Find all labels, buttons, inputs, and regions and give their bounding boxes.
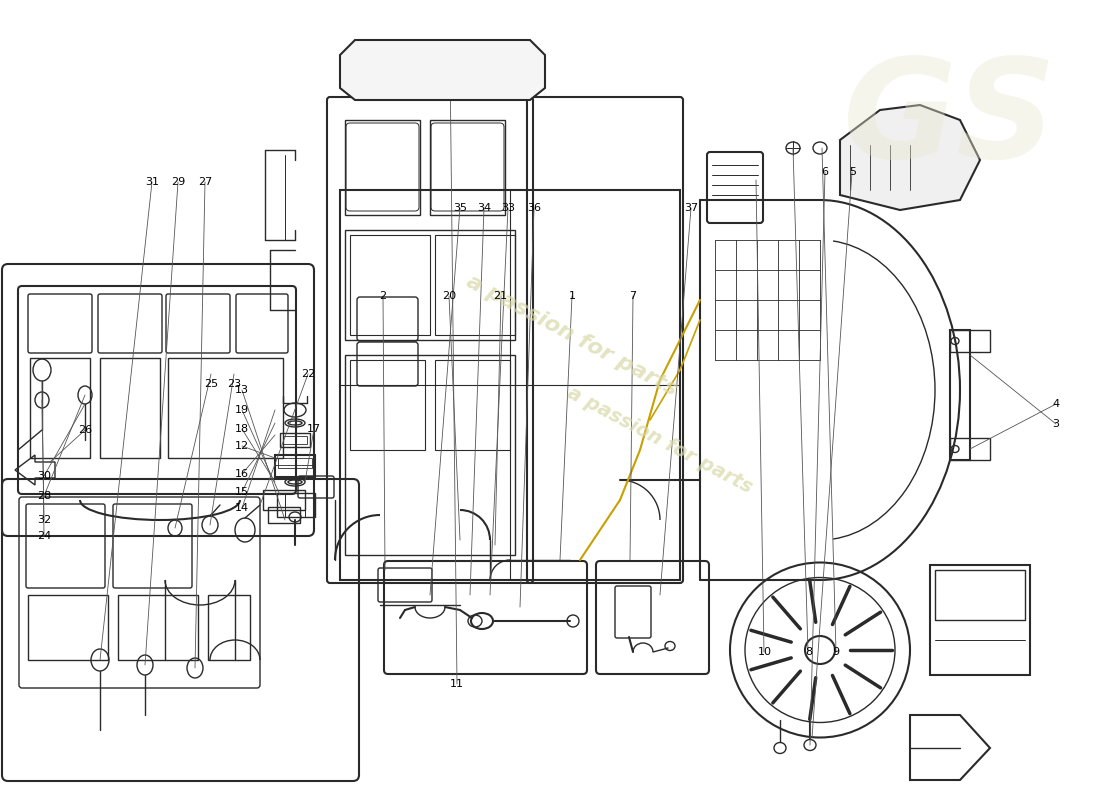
Text: 34: 34 [477,203,491,213]
Text: 4: 4 [1053,399,1059,409]
Text: GS: GS [843,53,1057,187]
Text: 35: 35 [453,203,466,213]
Bar [950,438,990,460]
Text: 36: 36 [528,203,541,213]
Bar [30,358,90,458]
Text: 6: 6 [822,167,828,177]
Text: 26: 26 [78,426,91,435]
Text: 27: 27 [199,178,212,187]
Text: 3: 3 [1053,419,1059,429]
Bar [950,330,990,352]
Text: 33: 33 [502,203,515,213]
Text: 25: 25 [205,379,218,389]
Text: 24: 24 [37,531,51,541]
Bar [283,436,307,444]
Text: 23: 23 [228,379,241,389]
Text: a passion for parts: a passion for parts [564,383,756,497]
Bar [168,358,283,458]
Text: 8: 8 [805,647,812,657]
Bar [345,230,515,340]
Text: 1: 1 [569,291,575,301]
Bar [950,330,970,460]
Text: 32: 32 [37,515,51,525]
Bar [280,433,310,447]
Text: 19: 19 [235,405,249,414]
Bar [345,355,515,555]
Bar [430,120,505,215]
Bar [278,458,312,468]
Text: 37: 37 [684,203,697,213]
Text: 15: 15 [235,487,249,497]
Bar [350,360,425,450]
Text: 21: 21 [494,291,507,301]
Polygon shape [840,105,980,210]
Text: 2: 2 [379,291,386,301]
Bar [275,455,315,477]
Text: 11: 11 [450,679,463,689]
Bar [345,120,420,215]
Bar [118,595,198,660]
Bar [434,360,510,450]
Bar [930,565,1030,675]
Bar [100,358,160,458]
Text: 28: 28 [37,491,51,501]
Text: 7: 7 [629,291,636,301]
Bar [434,235,515,335]
Bar [340,190,680,580]
Text: 17: 17 [307,424,320,434]
Text: 30: 30 [37,471,51,481]
Text: 5: 5 [849,167,856,177]
Text: 31: 31 [145,178,158,187]
Text: 20: 20 [442,291,455,301]
Text: 29: 29 [172,178,185,187]
Text: 13: 13 [235,386,249,395]
Bar [263,490,305,510]
Text: 22: 22 [301,370,315,379]
Bar [277,493,315,517]
Bar [208,595,250,660]
Text: 9: 9 [833,647,839,657]
Bar [268,507,300,523]
Text: 18: 18 [235,424,249,434]
Text: 14: 14 [235,503,249,513]
Text: 12: 12 [235,442,249,451]
Text: 16: 16 [235,470,249,479]
Bar [350,235,430,335]
Text: a passion for parts: a passion for parts [463,272,681,400]
Bar [28,595,108,660]
Bar [935,570,1025,620]
Polygon shape [340,40,544,100]
Text: 10: 10 [758,647,771,657]
